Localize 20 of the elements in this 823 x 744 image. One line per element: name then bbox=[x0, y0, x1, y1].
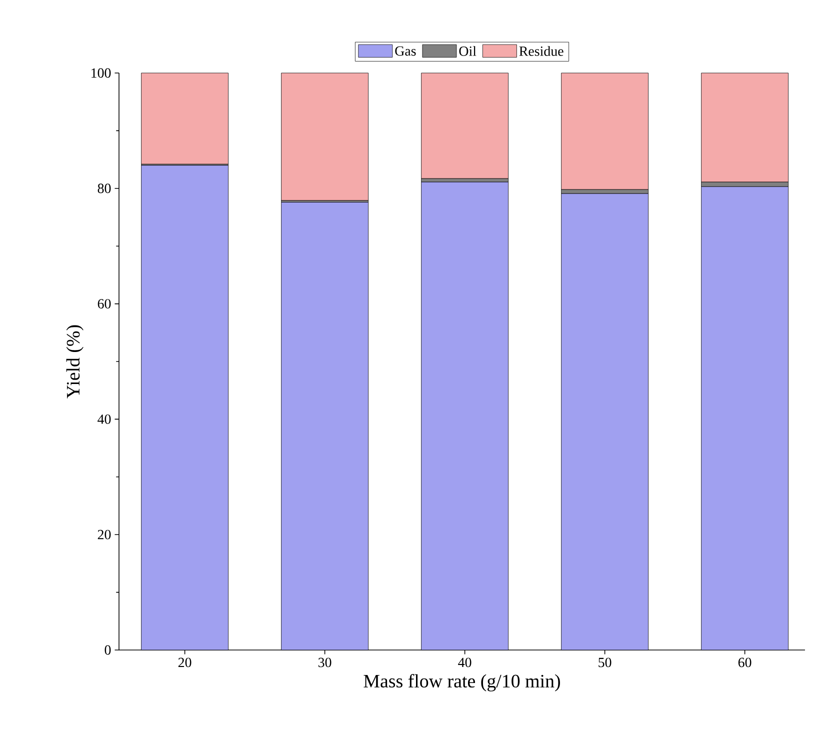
bar bbox=[701, 72, 789, 182]
y-tick-label: 100 bbox=[92, 68, 111, 78]
x-axis-title: Mass flow rate (g/10 min) bbox=[364, 674, 560, 692]
x-tick-label: 30 bbox=[318, 658, 332, 668]
bar bbox=[421, 72, 509, 179]
y-tick-label: 80 bbox=[98, 184, 111, 194]
x-tick-label: 20 bbox=[178, 658, 192, 668]
x-tick-label: 40 bbox=[458, 658, 472, 668]
legend-label: Oil bbox=[459, 46, 476, 56]
legend-label: Gas bbox=[395, 46, 416, 56]
y-tick-label: 0 bbox=[104, 645, 111, 655]
bar bbox=[561, 72, 649, 190]
y-tick-label: 20 bbox=[98, 530, 111, 540]
legend-label: Residue bbox=[519, 46, 564, 56]
x-tick-label: 60 bbox=[738, 658, 752, 668]
y-axis-title: Yield (%) bbox=[66, 325, 84, 398]
y-tick-label: 60 bbox=[98, 299, 111, 309]
x-tick-label: 50 bbox=[598, 658, 612, 668]
bar bbox=[281, 72, 369, 201]
y-tick-label: 40 bbox=[98, 414, 111, 424]
